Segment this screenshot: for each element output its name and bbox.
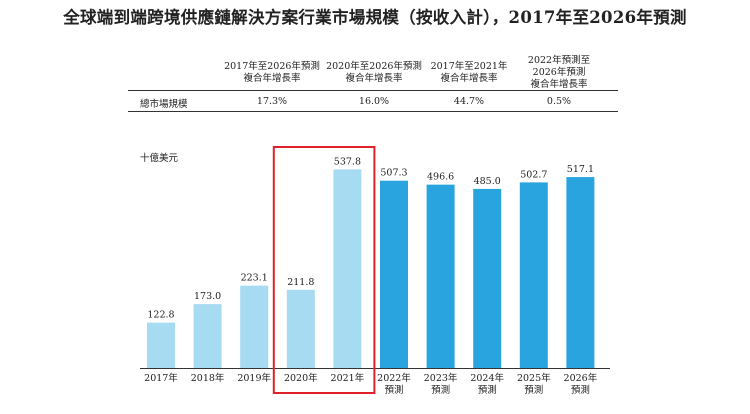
x-tick-label: 預測 <box>571 384 590 396</box>
bar-9 <box>519 182 548 368</box>
x-tick-label: 預測 <box>478 384 497 396</box>
table-rule-bottom <box>128 111 618 112</box>
header-line: 2026年預測 <box>532 67 586 78</box>
unit-label: 十億美元 <box>140 153 179 164</box>
bar-value-label: 507.3 <box>380 168 407 179</box>
bar-7 <box>426 184 455 368</box>
bar-3 <box>240 285 269 368</box>
row-value-cagr-3: 44.7% <box>453 96 485 107</box>
table-header-4: 2022年預測至 2026年預測 複合年增長率 <box>510 55 608 91</box>
header-line: 2022年預測至 <box>527 55 591 66</box>
bar-value-label: 537.8 <box>334 156 361 167</box>
x-tick-label: 2018年 <box>191 372 225 384</box>
x-tick-label: 2019年 <box>237 372 271 384</box>
x-tick-label: 2025年 <box>517 372 551 384</box>
bar-value-label: 485.0 <box>474 176 501 187</box>
bar-8 <box>473 188 502 368</box>
bar-value-label: 173.0 <box>194 291 221 302</box>
header-line: 2017年至2021年 <box>430 61 508 72</box>
bar-4 <box>286 289 315 368</box>
table-header-3: 2017年至2021年 複合年增長率 <box>425 61 513 85</box>
x-tick-label: 2022年 <box>377 372 411 384</box>
x-tick-label: 2017年 <box>144 372 178 384</box>
x-tick-label: 2021年 <box>331 372 365 384</box>
bar-value-label: 517.1 <box>567 164 594 175</box>
x-tick-label: 預測 <box>384 384 403 396</box>
bar-value-label: 496.6 <box>427 172 454 183</box>
header-line: 複合年增長率 <box>243 73 301 84</box>
header-line: 複合年增長率 <box>530 79 588 90</box>
x-tick-label: 預測 <box>431 384 450 396</box>
x-tick-label: 2024年 <box>470 372 504 384</box>
bar-6 <box>380 180 408 368</box>
bar-10 <box>566 177 595 368</box>
bar-value-label: 502.7 <box>520 169 547 180</box>
header-line: 2020年至2026年預測 <box>326 61 422 72</box>
bar-value-label: 223.1 <box>241 273 268 284</box>
x-tick-label: 2023年 <box>424 372 458 384</box>
chart-title: 全球端到端跨境供應鏈解決方案行業市場規模（按收入計），2017年至2026年預測 <box>63 8 687 27</box>
header-line: 複合年增長率 <box>440 73 498 84</box>
x-tick-label: 2020年 <box>284 372 318 384</box>
highlight-box <box>272 146 376 394</box>
row-label-total-market: 總市場規模 <box>140 99 188 110</box>
x-tick-label: 2026年 <box>564 372 598 384</box>
table-rule-top <box>128 90 618 91</box>
row-value-cagr-4: 0.5% <box>546 96 572 107</box>
header-line: 複合年增長率 <box>345 73 403 84</box>
row-value-cagr-1: 17.3% <box>256 96 288 107</box>
x-tick-label: 預測 <box>524 384 543 396</box>
header-line: 2017年至2026年預測 <box>224 61 320 72</box>
bar-value-label: 211.8 <box>287 277 314 288</box>
bar-5 <box>333 169 362 368</box>
bar-value-label: 122.8 <box>147 310 174 321</box>
table-header-2: 2020年至2026年預測 複合年增長率 <box>322 61 426 85</box>
table-header-1: 2017年至2026年預測 複合年增長率 <box>222 61 322 85</box>
row-value-cagr-2: 16.0% <box>358 96 390 107</box>
bar-1 <box>147 322 175 368</box>
bar-2 <box>193 304 222 368</box>
